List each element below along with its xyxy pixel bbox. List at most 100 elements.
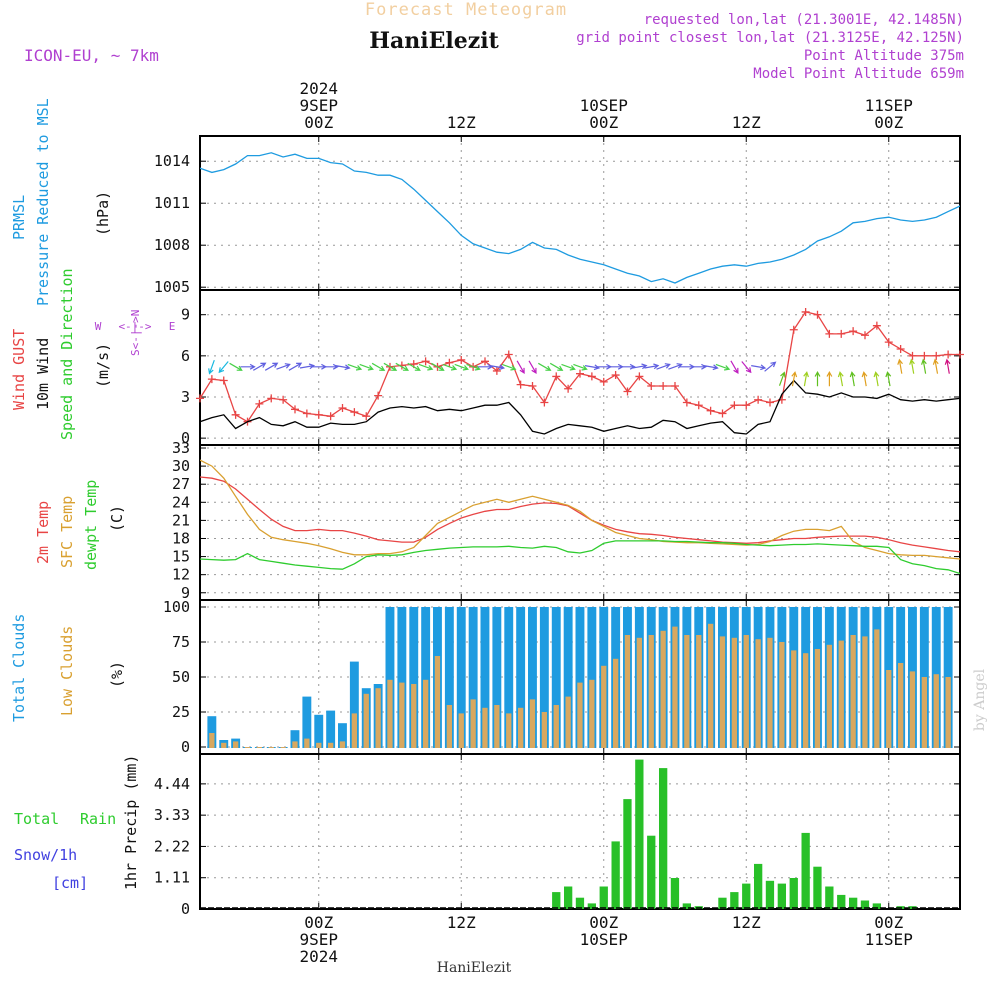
low-cloud-bar bbox=[708, 623, 714, 748]
gust-marker bbox=[421, 357, 430, 366]
low-cloud-bar bbox=[743, 635, 749, 748]
y-tick-label: 100 bbox=[163, 598, 190, 616]
low-cloud-bar bbox=[565, 696, 571, 748]
total-cloud-bar bbox=[385, 607, 395, 748]
wind-direction-label: Speed and Direction bbox=[58, 268, 76, 440]
gust-marker bbox=[956, 350, 964, 359]
wind-direction-arrow bbox=[395, 362, 409, 371]
gust-marker bbox=[671, 382, 679, 391]
total-cloud-bar bbox=[444, 607, 454, 748]
wind-direction-arrow bbox=[885, 371, 892, 387]
low-cloud-bar bbox=[470, 699, 476, 748]
low-cloud-bar bbox=[601, 665, 607, 748]
total-cloud-bar bbox=[468, 607, 478, 748]
y-tick-label: 2.22 bbox=[154, 837, 190, 855]
top-time-tick-label: 9SEP bbox=[299, 96, 338, 115]
wind-direction-arrow bbox=[288, 362, 303, 371]
low-cloud-bar bbox=[518, 707, 524, 748]
gust-marker bbox=[659, 382, 668, 391]
total-cloud-bar bbox=[302, 696, 312, 748]
low-cloud-bar bbox=[755, 639, 761, 748]
wind-direction-arrow bbox=[873, 371, 880, 387]
rain-bar bbox=[575, 897, 585, 909]
wind-direction-arrow bbox=[383, 362, 398, 371]
gust-marker bbox=[207, 375, 216, 384]
y-tick-label: 9 bbox=[181, 584, 190, 602]
y-tick-label: 15 bbox=[172, 548, 190, 566]
y-tick-label: 1011 bbox=[154, 194, 190, 212]
footer-location: HaniElezit bbox=[437, 960, 512, 976]
low-cloud-bar bbox=[613, 658, 619, 748]
top-time-tick-label: 12Z bbox=[732, 113, 761, 132]
temp2m-label: 2m Temp bbox=[34, 501, 52, 564]
gust-marker bbox=[291, 405, 299, 414]
gust-marker bbox=[255, 399, 264, 408]
gust-marker bbox=[932, 351, 941, 360]
bottom-time-tick-label: 12Z bbox=[447, 913, 476, 932]
wind-direction-arrow bbox=[347, 363, 363, 371]
model-name: ICON-EU, ~ 7km bbox=[24, 46, 159, 65]
gust-marker bbox=[766, 398, 774, 407]
wind-direction-arrow bbox=[276, 363, 291, 370]
gust-marker bbox=[302, 409, 311, 418]
y-tick-label: 9 bbox=[181, 306, 190, 324]
gust-marker bbox=[326, 412, 335, 421]
total-cloud-bar bbox=[504, 607, 514, 748]
low-cloud-bar bbox=[339, 741, 346, 748]
gust-marker bbox=[338, 403, 347, 412]
precip-ylabel: 1hr Precip (mm) bbox=[122, 755, 140, 890]
rain-bar bbox=[849, 897, 858, 909]
gust-marker bbox=[872, 321, 881, 330]
total-cloud-bar bbox=[397, 607, 407, 748]
bottom-time-tick-label: 12Z bbox=[732, 913, 761, 932]
rain-bar bbox=[647, 835, 656, 909]
wind-direction-arrow bbox=[323, 363, 339, 370]
low-cloud-bar bbox=[268, 747, 274, 748]
y-tick-label: 30 bbox=[172, 457, 190, 475]
y-tick-label: 1005 bbox=[154, 278, 190, 296]
wind-direction-arrow bbox=[691, 363, 708, 370]
y-tick-label: 50 bbox=[172, 668, 190, 686]
pressure-label: PRMSL bbox=[10, 195, 28, 240]
gridpoint-coords: grid point closest lon,lat (21.3125E, 42… bbox=[576, 30, 964, 46]
total-cloud-bar bbox=[480, 607, 490, 748]
wind-direction-arrow bbox=[584, 364, 601, 371]
wind-direction-arrow bbox=[252, 362, 267, 371]
wind-direction-arrow bbox=[549, 362, 564, 371]
wind-direction-arrow bbox=[944, 358, 951, 374]
gust-marker bbox=[849, 327, 858, 336]
rain-bar bbox=[587, 903, 596, 909]
low-cloud-bar bbox=[945, 677, 951, 748]
wind-direction-arrow bbox=[208, 359, 215, 375]
low-cloud-bar bbox=[292, 741, 298, 748]
low-cloud-bar bbox=[363, 693, 369, 748]
y-tick-label: 4.44 bbox=[154, 775, 190, 793]
panel-frame bbox=[199, 289, 961, 446]
wind-direction-arrow bbox=[803, 371, 809, 387]
low-cloud-bar bbox=[328, 742, 334, 748]
wind-direction-arrow bbox=[703, 364, 719, 371]
bottom-time-tick-label: 00Z bbox=[874, 913, 903, 932]
gust-marker bbox=[837, 329, 846, 338]
wind-direction-arrow bbox=[668, 363, 683, 370]
dewpt-label: dewpt Temp bbox=[82, 480, 100, 570]
low-cloud-bar bbox=[636, 637, 642, 748]
title-text: Forecast Meteogram bbox=[365, 0, 567, 20]
temp-unit: (C) bbox=[108, 505, 126, 532]
bottom-time-tick-label: 2024 bbox=[299, 947, 338, 966]
low-cloud-bar bbox=[589, 679, 595, 748]
low-cloud-bar bbox=[387, 679, 393, 748]
gust-marker bbox=[552, 372, 561, 381]
gust-marker bbox=[492, 366, 501, 375]
wind-direction-arrow bbox=[335, 364, 351, 371]
low-cloud-bar bbox=[434, 656, 441, 748]
total-cloud-bar bbox=[492, 607, 502, 748]
wind-direction-arrow bbox=[826, 370, 833, 387]
low-cloud-bar bbox=[506, 713, 512, 748]
wind-direction-arrow bbox=[656, 363, 671, 370]
wind-direction-arrow bbox=[431, 362, 445, 371]
wind-direction-arrow bbox=[921, 358, 927, 374]
low-cloud-bar bbox=[316, 742, 322, 748]
total-cloud-bar bbox=[516, 607, 526, 748]
